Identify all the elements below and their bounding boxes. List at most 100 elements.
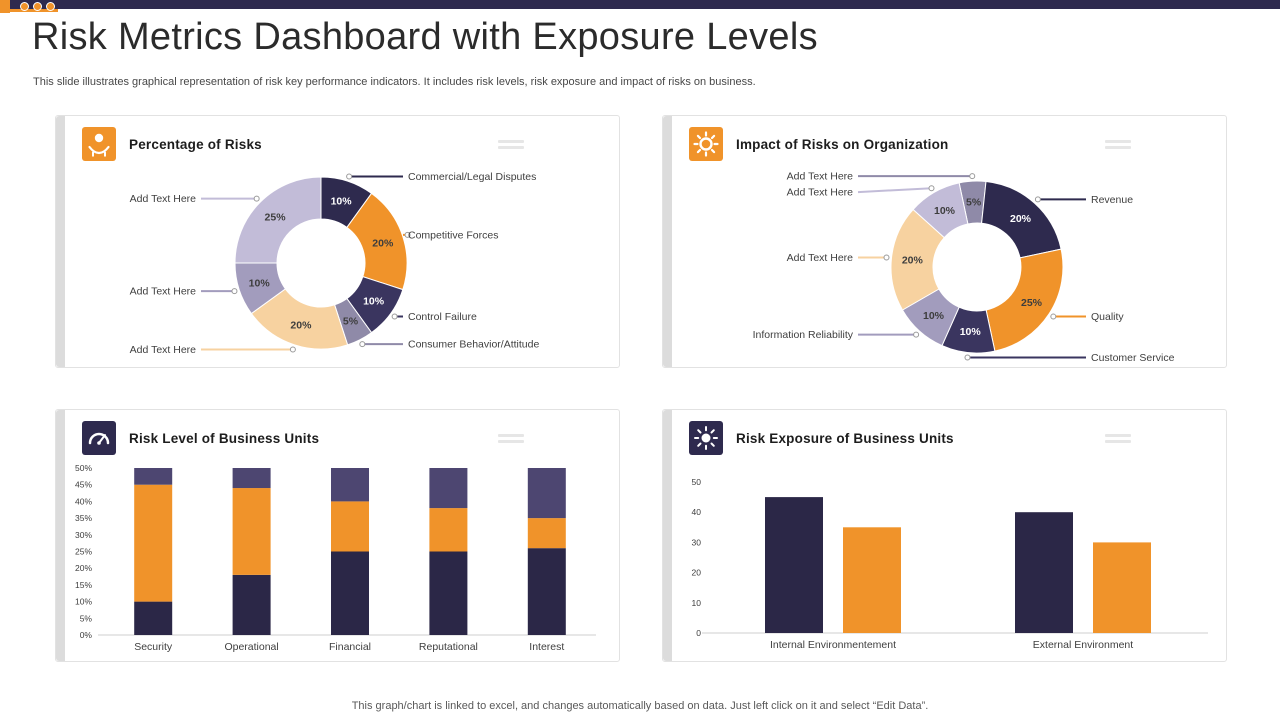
page-title: Risk Metrics Dashboard with Exposure Lev…	[32, 16, 818, 58]
panel-left-strip	[663, 116, 672, 367]
percentage-of-risks-donut-chart[interactable]: 10% 20% 10% 5% 20% 10% 25% Add Text Here Add Tex…	[56, 156, 621, 369]
bar-segment	[429, 551, 468, 635]
accent-dot	[20, 2, 29, 11]
panel-title: Risk Exposure of Business Units	[736, 430, 954, 446]
category-label: Internal Environmentement	[770, 639, 896, 651]
leader-dot	[359, 341, 366, 348]
slice-label: Competitive Forces	[408, 229, 498, 241]
sun-icon	[689, 421, 723, 455]
slice-value-label: 20%	[290, 319, 312, 331]
axis-tick-label: 35%	[75, 513, 92, 523]
leader-dot	[346, 173, 353, 180]
slice-label: Add Text Here	[787, 171, 854, 183]
accent-dot	[33, 2, 42, 11]
bar-segment	[232, 488, 271, 575]
axis-tick-label: 50	[692, 477, 702, 487]
bar-segment	[331, 551, 369, 635]
ghost-placeholder	[1105, 433, 1131, 443]
leader-dot	[883, 254, 890, 261]
axis-tick-label: 45%	[75, 480, 92, 490]
slice-value-label: 10%	[249, 278, 271, 290]
slice-value-label: 10%	[923, 310, 945, 322]
accent-dot	[46, 2, 55, 11]
axis-tick-label: 30%	[75, 530, 92, 540]
category-label: Security	[134, 641, 173, 653]
risk-level-stacked-bar-chart[interactable]: 0% 5% 10% 15% 20% 25% 30% 35% 40% 45% 50% Security O…	[56, 450, 621, 663]
axis-tick-label: 30	[692, 537, 702, 547]
bar-segment	[527, 468, 566, 519]
slice-label: Consumer Behavior/Attitude	[408, 339, 539, 351]
bar-segment	[232, 574, 271, 635]
risk-exposure-grouped-bar-chart[interactable]: 0 10 20 30 40 50 Internal Environmentement Exte…	[663, 450, 1228, 663]
panel-header: Percentage of Risks	[56, 116, 619, 162]
bar-segment	[134, 484, 173, 602]
panel-header: Risk Level of Business Units	[56, 410, 619, 456]
leader-dot	[913, 331, 920, 338]
slice-label: Add Text Here	[787, 187, 854, 199]
leader-dot	[231, 288, 238, 295]
slice-label: Information Reliability	[753, 329, 854, 341]
leader-dot	[964, 354, 971, 361]
leader-line	[857, 187, 932, 194]
donut-slice	[912, 182, 969, 239]
slice-value-label: 10%	[960, 326, 982, 338]
bar-segment	[527, 518, 566, 549]
top-accent-underline	[0, 9, 58, 12]
slice-value-label: 10%	[331, 196, 353, 208]
top-corner-accent	[0, 0, 10, 13]
bar-segment	[134, 601, 173, 635]
slice-value-label: 20%	[372, 237, 394, 249]
bar-segment	[232, 468, 271, 489]
impact-of-risks-donut-chart[interactable]: 5% 20% 25% 10% 10% 20% 10% Add Text Here Add Tex…	[663, 156, 1228, 369]
leader-dot	[391, 313, 398, 320]
bar	[1093, 542, 1151, 633]
panel-left-strip	[56, 116, 65, 367]
slice-value-label: 10%	[363, 296, 385, 308]
axis-tick-label: 50%	[75, 463, 92, 473]
category-label: Interest	[529, 641, 564, 653]
donut-slice	[985, 248, 1064, 352]
panel-left-strip	[663, 410, 672, 661]
leader-dot	[1034, 196, 1041, 203]
bar-segment	[429, 468, 468, 509]
category-label: Financial	[329, 641, 371, 653]
panel-risk-level: Risk Level of Business Units 0% 5% 10% 15% 2…	[55, 409, 620, 662]
slice-value-label: 5%	[343, 315, 359, 327]
category-label: Reputational	[419, 641, 478, 653]
axis-tick-label: 15%	[75, 580, 92, 590]
bar-segment	[527, 548, 566, 635]
leader-dot	[1050, 313, 1057, 320]
panel-header: Risk Exposure of Business Units	[663, 410, 1226, 456]
axis-tick-label: 5%	[80, 613, 93, 623]
gauge-icon	[82, 421, 116, 455]
slice-label: Quality	[1091, 311, 1124, 323]
gear-icon	[689, 127, 723, 161]
slice-label: Add Text Here	[787, 252, 854, 264]
leader-dot	[928, 185, 935, 192]
slice-label: Add Text Here	[130, 344, 197, 356]
top-accent-bar	[0, 0, 1280, 9]
bar-segment	[331, 501, 369, 552]
slice-label: Commercial/Legal Disputes	[408, 171, 536, 183]
hand-coin-icon	[82, 127, 116, 161]
axis-tick-label: 40	[692, 507, 702, 517]
leader-dot	[253, 195, 260, 202]
slice-value-label: 20%	[902, 255, 924, 267]
panel-title: Impact of Risks on Organization	[736, 136, 949, 152]
panel-title: Risk Level of Business Units	[129, 430, 320, 446]
panel-risk-exposure: Risk Exposure of Business Units 0 10 20 30 4…	[662, 409, 1227, 662]
axis-tick-label: 10%	[75, 597, 92, 607]
slice-label: Customer Service	[1091, 352, 1175, 364]
category-label: Operational	[224, 641, 278, 653]
slice-value-label: 25%	[1021, 297, 1043, 309]
axis-tick-label: 0%	[80, 630, 93, 640]
category-label: External Environment	[1033, 639, 1133, 651]
panel-impact-of-risks: Impact of Risks on Organization 5% 20% 25%…	[662, 115, 1227, 368]
bar-segment	[429, 508, 468, 552]
axis-tick-label: 0	[696, 628, 701, 638]
bar	[1015, 512, 1073, 633]
axis-tick-label: 10	[692, 598, 702, 608]
axis-tick-label: 40%	[75, 496, 92, 506]
bar-segment	[331, 468, 369, 502]
footer-note: This graph/chart is linked to excel, and…	[351, 700, 929, 712]
